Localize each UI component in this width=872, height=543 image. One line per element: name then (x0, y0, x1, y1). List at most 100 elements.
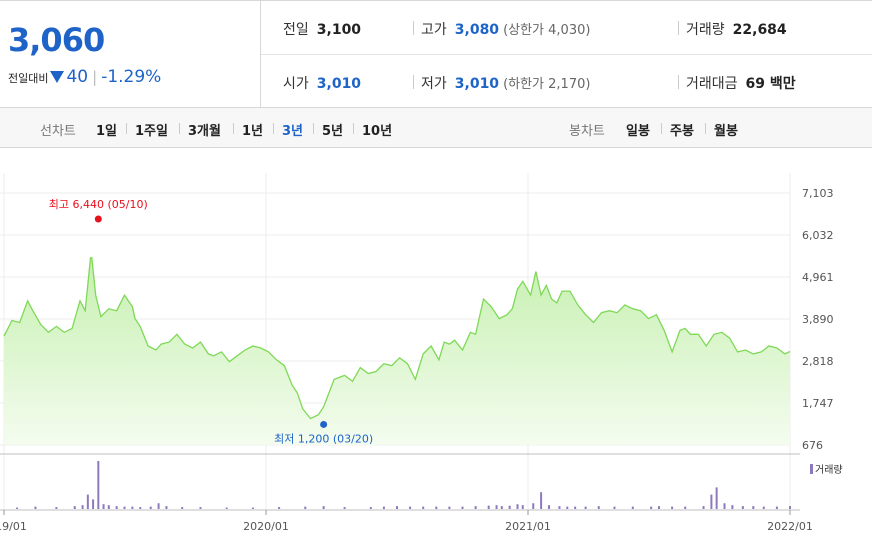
volume-bar (107, 505, 110, 509)
volume-bar (251, 507, 254, 509)
low-label: 저가 (421, 76, 447, 92)
volume-bar (558, 506, 561, 509)
volume-bar (115, 506, 118, 509)
volume-bar (435, 506, 438, 509)
price-line (3, 257, 791, 420)
change-label: 전일대비 (8, 72, 49, 85)
volume-bar (199, 507, 202, 509)
chart-tabs: 선차트 1일 1주일 3개월 1년 3년 5년 10년 봉차트 일봉 주봉 월봉 (0, 108, 872, 148)
prev-close: 전일 3,100 (283, 19, 361, 39)
divider (705, 123, 706, 134)
volume-bar (369, 507, 372, 509)
open-value: 3,010 (316, 76, 362, 92)
volume-bar (131, 506, 134, 509)
low-value: 3,010 (454, 76, 500, 92)
summary-row-2: 시가 3,010 저가 3,010 (하한가 2,170) 거래대금 69 백만 (261, 55, 872, 108)
line-chart-label: 선차트 (40, 124, 76, 139)
x-axis: 2019/01 2020/01 2021/01 2022/01 (0, 510, 813, 533)
volume-bar (382, 506, 385, 509)
volume-bar (157, 503, 160, 509)
volume-bar (487, 505, 490, 509)
tab-period-1y[interactable]: 1년 (242, 124, 264, 139)
volume-bar (597, 506, 600, 509)
volume-bars (16, 461, 791, 509)
min-point-marker (320, 420, 328, 428)
volume-bar (516, 504, 519, 509)
volume-bar (741, 506, 744, 509)
volume-bar (566, 506, 569, 509)
high-price: 고가 3,080 (상한가 4,030) (421, 19, 590, 39)
x-tick-label: 2022/01 (767, 520, 813, 533)
change-percent: -1.29% (101, 67, 162, 87)
volume-bar (422, 506, 425, 509)
max-point-label: 최고 6,440 (05/10) (49, 198, 148, 211)
price-change: 전일대비 40 | -1.29% (8, 67, 161, 87)
divider (179, 123, 180, 134)
prev-close-label: 전일 (283, 22, 309, 38)
tab-period-5y[interactable]: 5년 (322, 124, 344, 139)
y-tick-label: 4,961 (802, 271, 834, 284)
volume-bar (102, 504, 105, 509)
volume-bar (684, 506, 687, 509)
min-point-label: 최저 1,200 (03/20) (274, 432, 373, 445)
divider (313, 123, 314, 134)
tab-candle-monthly[interactable]: 월봉 (714, 124, 738, 139)
volume-bar (73, 506, 76, 509)
volume-legend: 거래량 (815, 464, 843, 476)
summary-row-1: 전일 3,100 고가 3,080 (상한가 4,030) 거래량 22,684 (261, 1, 872, 55)
volume-bar (139, 507, 142, 509)
tab-period-1d[interactable]: 1일 (96, 124, 118, 139)
divider (233, 123, 234, 134)
y-tick-label: 3,890 (802, 313, 834, 326)
volume-bar (762, 506, 765, 509)
volume-bar (775, 506, 778, 509)
volume-value: 22,684 (732, 22, 787, 38)
current-price: 3,060 (8, 21, 105, 59)
divider (678, 21, 679, 35)
volume-bar (92, 499, 95, 509)
tab-period-10y[interactable]: 10년 (362, 124, 393, 139)
volume-bar (409, 506, 412, 509)
low-price: 저가 3,010 (하한가 2,170) (421, 73, 590, 93)
volume-legend-swatch (810, 464, 813, 474)
volume-bar (702, 506, 705, 509)
high-label: 고가 (421, 22, 447, 38)
trade-value-label: 거래대금 (686, 76, 738, 92)
volume-bar (396, 506, 398, 509)
upper-limit: (상한가 4,030) (503, 23, 591, 38)
volume-bar (474, 506, 477, 509)
volume-label: 거래량 (686, 22, 725, 38)
trade-value: 거래대금 69 백만 (686, 73, 796, 93)
y-tick-label: 7,103 (802, 187, 834, 200)
high-value: 3,080 (454, 22, 500, 38)
volume-bar (97, 461, 100, 509)
volume-bar (731, 505, 734, 509)
stock-summary: 3,060 전일대비 40 | -1.29% 전일 3,100 고가 3,080 (상한가 … (0, 0, 872, 108)
divider (413, 21, 414, 35)
volume-bar (225, 507, 228, 509)
x-tick-label: 2020/01 (243, 520, 289, 533)
x-tick-label: 2021/01 (505, 520, 551, 533)
lower-limit: (하한가 2,170) (503, 77, 591, 92)
volume-bar (165, 506, 168, 509)
volume-bar (715, 487, 718, 509)
tab-period-1w[interactable]: 1주일 (135, 124, 168, 139)
divider (661, 123, 662, 134)
divider (273, 123, 274, 134)
volume-bar (613, 506, 616, 509)
volume-bar (16, 507, 19, 509)
tab-candle-daily[interactable]: 일봉 (626, 124, 650, 139)
y-tick-label: 2,818 (802, 355, 834, 368)
tab-period-3y[interactable]: 3년 (282, 124, 304, 139)
y-tick-label: 6,032 (802, 229, 834, 242)
volume-bar (584, 506, 587, 509)
volume-bar (671, 506, 674, 509)
divider (353, 123, 354, 134)
volume-bar (278, 507, 281, 509)
divider (678, 75, 679, 89)
y-tick-label: 676 (802, 439, 823, 452)
tab-period-3m[interactable]: 3개월 (188, 124, 221, 139)
volume-bar (34, 506, 37, 509)
tab-candle-weekly[interactable]: 주봉 (670, 124, 694, 139)
y-tick-label: 1,747 (802, 397, 834, 410)
